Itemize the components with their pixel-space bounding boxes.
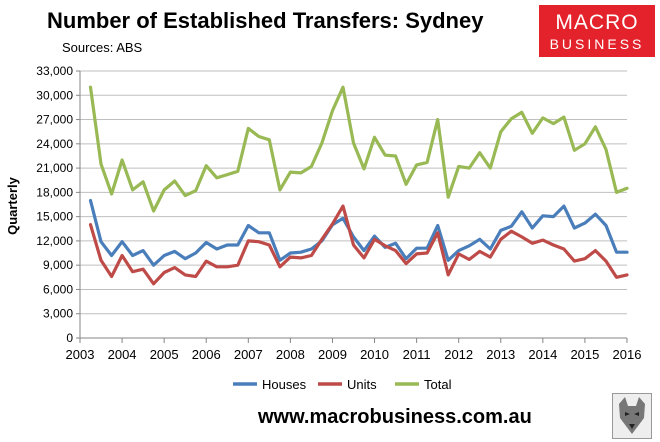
x-tick-label: 2012 xyxy=(444,347,473,362)
chart-source: Sources: ABS xyxy=(62,40,143,55)
x-tick-label: 2014 xyxy=(528,347,557,362)
legend-label-units: Units xyxy=(347,377,377,392)
y-axis-label: Quarterly xyxy=(5,176,20,235)
x-tick-label: 2015 xyxy=(570,347,599,362)
x-tick-label: 2008 xyxy=(276,347,305,362)
wolf-logo-icon xyxy=(612,393,652,439)
x-tick-label: 2003 xyxy=(66,347,95,362)
x-tick-label: 2016 xyxy=(613,347,642,362)
brand-logo: MACRO BUSINESS xyxy=(539,5,655,57)
chart-title: Number of Established Transfers: Sydney xyxy=(47,8,484,33)
y-tick-label: 33,000 xyxy=(36,64,73,78)
axes: 0 3,000 6,000 9,000 12,000 15,000 18,000 21,000… xyxy=(36,64,641,362)
y-tick-label: 3,000 xyxy=(43,307,73,321)
x-tick-label: 2005 xyxy=(150,347,179,362)
x-tick-label: 2004 xyxy=(108,347,137,362)
x-tick-label: 2007 xyxy=(234,347,263,362)
gridlines xyxy=(80,70,627,315)
x-tick-label: 2006 xyxy=(192,347,221,362)
series-line-units xyxy=(88,204,629,286)
series-line-total xyxy=(88,85,629,213)
legend-label-houses: Houses xyxy=(262,377,307,392)
y-tick-label: 12,000 xyxy=(36,234,73,248)
y-tick-label: 18,000 xyxy=(36,185,73,199)
y-tick-label: 24,000 xyxy=(36,137,73,151)
x-tick-label: 2011 xyxy=(403,347,431,362)
y-tick-label: 21,000 xyxy=(36,161,73,175)
y-tick-label: 27,000 xyxy=(36,113,73,127)
x-tick-label: 2010 xyxy=(360,347,389,362)
x-tick-label: 2009 xyxy=(318,347,347,362)
y-tick-label: 0 xyxy=(66,331,73,345)
legend-label-total: Total xyxy=(424,377,452,392)
logo-text-bottom: BUSINESS xyxy=(549,36,645,52)
y-tick-label: 15,000 xyxy=(36,210,73,224)
x-tick-label: 2013 xyxy=(486,347,515,362)
footer-url: www.macrobusiness.com.au xyxy=(258,406,532,428)
legend: Houses Units Total xyxy=(233,377,452,392)
y-tick-label: 9,000 xyxy=(43,258,73,272)
series-line-houses xyxy=(88,198,629,267)
series-lines xyxy=(88,85,629,286)
logo-text-top: MACRO xyxy=(555,11,639,34)
y-tick-label: 30,000 xyxy=(36,88,73,102)
y-tick-label: 6,000 xyxy=(43,282,73,296)
